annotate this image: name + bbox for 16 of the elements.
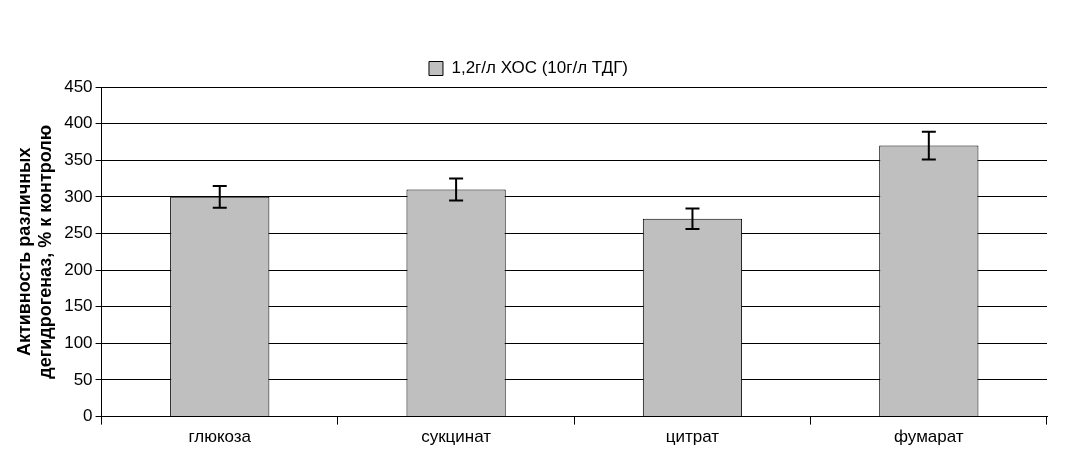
y-tick-label: 100 — [64, 333, 93, 353]
y-tick-label: 350 — [64, 149, 93, 169]
x-tick-label: цитрат — [665, 427, 720, 447]
legend-label: 1,2г/л ХОС (10г/л ТДГ) — [451, 58, 629, 78]
y-tick-label: 400 — [64, 113, 93, 133]
y-tick-label: 50 — [73, 369, 93, 389]
x-tick-label: фумарат — [894, 427, 964, 447]
y-tick-label: 150 — [64, 296, 93, 316]
y-tick-label: 450 — [64, 76, 93, 96]
y-tick-label: 0 — [83, 406, 93, 426]
x-tick-label: сукцинат — [421, 427, 492, 447]
y-tick-label: 250 — [64, 223, 93, 243]
y-tick-label: 300 — [64, 186, 93, 206]
y-tick-label: 200 — [64, 259, 93, 279]
x-tick-label: глюкоза — [188, 427, 252, 447]
y-axis-title: Активность различных дегидрогеназ, % к контролю — [13, 124, 56, 379]
